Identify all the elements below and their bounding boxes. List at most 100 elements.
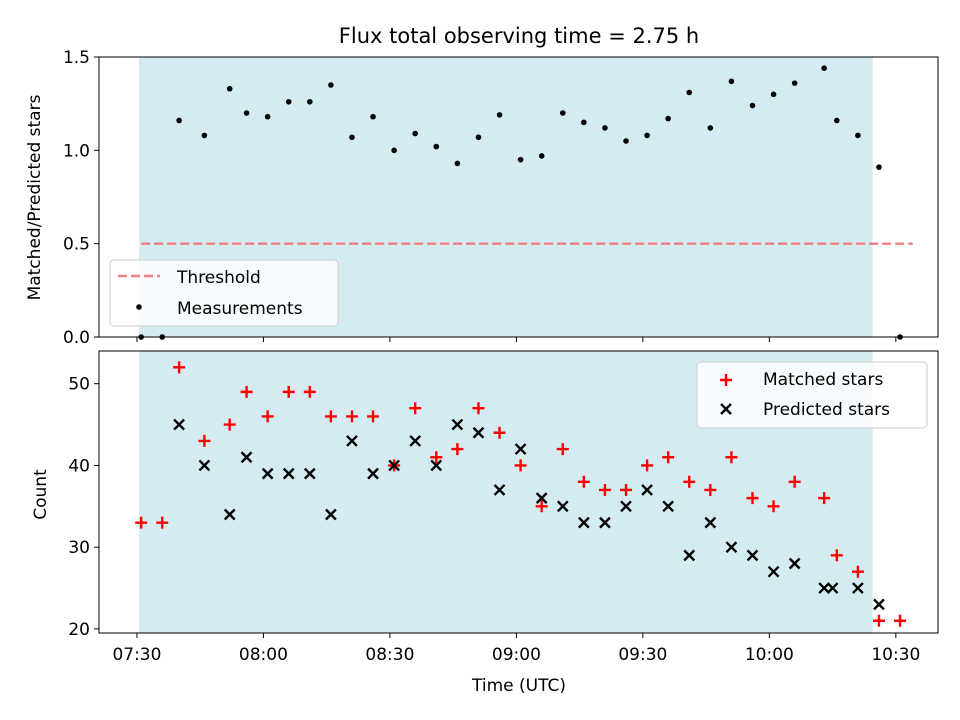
predicted-star-point — [852, 582, 864, 594]
matched-star-point — [598, 483, 611, 496]
measurement-point — [623, 138, 629, 144]
legend-predicted-label: Predicted stars — [763, 400, 890, 420]
bottom-y-axis-label: Count — [31, 469, 51, 520]
measurement-point — [770, 91, 777, 98]
measurement-point — [307, 99, 313, 105]
predicted-star-point — [818, 582, 831, 594]
bottom-y-tick-label: 20 — [68, 620, 90, 640]
predicted-star-point — [346, 435, 358, 447]
predicted-star-point — [683, 549, 696, 562]
matched-star-point — [818, 492, 831, 505]
chart-title: Flux total observing time = 2.75 h — [339, 24, 699, 48]
measurement-point — [686, 89, 693, 96]
measurement-point — [285, 99, 292, 105]
top-y-tick-label: 1.5 — [63, 48, 90, 68]
measurement-point — [791, 80, 798, 86]
matched-star-point — [851, 565, 864, 578]
matched-star-point — [746, 492, 759, 505]
top-y-tick-label: 1.0 — [63, 141, 90, 161]
legend-matched-label: Matched stars — [763, 370, 883, 390]
predicted-star-point — [788, 557, 801, 570]
top-axes-frame — [98, 56, 939, 338]
measurement-point — [226, 85, 233, 92]
bottom-axes-frame — [98, 350, 939, 634]
measurement-point — [328, 82, 334, 88]
matched-star-point — [156, 516, 169, 529]
legend-predicted-swatch — [720, 403, 732, 415]
predicted-star-point — [725, 541, 738, 554]
matched-star-point — [472, 402, 485, 415]
measurement-point — [243, 110, 250, 116]
x-tick-label: 07:30 — [112, 645, 161, 665]
legend-threshold-label: Threshold — [176, 268, 261, 288]
x-tick-label: 09:30 — [618, 645, 667, 665]
predicted-star-point — [514, 443, 527, 455]
measurement-point — [728, 78, 735, 85]
top-legend-box — [109, 259, 339, 327]
predicted-star-point — [641, 484, 653, 496]
matched-star-point — [303, 385, 316, 398]
matched-star-point — [514, 459, 527, 472]
top-y-axis-label: Matched/Predicted stars — [25, 94, 45, 300]
measurement-point — [370, 113, 376, 120]
matched-star-point — [223, 418, 236, 431]
matched-star-point — [788, 475, 801, 488]
matched-star-point — [767, 500, 780, 513]
measurement-point — [538, 153, 545, 159]
predicted-star-point — [746, 549, 759, 562]
x-tick-label: 08:00 — [239, 645, 288, 665]
legend-matched-swatch — [720, 374, 732, 386]
matched-star-point — [240, 385, 253, 398]
measurement-point — [349, 134, 355, 141]
matched-star-point — [704, 483, 717, 496]
measurement-point — [412, 130, 419, 137]
measurement-point — [176, 117, 182, 124]
measurement-point — [559, 110, 566, 116]
predicted-star-point — [472, 426, 485, 439]
predicted-star-point — [662, 500, 675, 513]
matched-star-point — [198, 434, 211, 447]
measurement-point — [581, 119, 587, 126]
matched-star-point — [409, 402, 422, 415]
measurement-point — [644, 132, 650, 139]
matched-star-point — [894, 614, 907, 627]
predicted-star-point — [173, 418, 185, 431]
predicted-star-point — [282, 467, 295, 480]
matched-star-point — [173, 361, 186, 374]
measurement-point — [749, 102, 756, 109]
x-tick-label: 09:00 — [492, 645, 541, 665]
top-legend: Threshold Measurements — [109, 259, 339, 327]
bottom-y-tick-label: 30 — [68, 538, 90, 558]
matched-star-point — [493, 426, 506, 439]
predicted-star-point — [198, 459, 211, 472]
predicted-star-point — [223, 508, 236, 521]
matched-star-point — [662, 451, 675, 464]
predicted-star-point — [767, 565, 780, 578]
predicted-star-point — [325, 508, 337, 521]
matched-star-point — [135, 516, 148, 529]
legend-measurements-swatch — [136, 304, 142, 310]
predicted-star-point — [451, 418, 464, 431]
top-y-tick-label: 0.5 — [63, 235, 90, 255]
matched-star-point — [725, 451, 738, 464]
matched-star-point — [430, 451, 443, 464]
x-tick-label: 08:30 — [365, 645, 414, 665]
predicted-star-point — [599, 516, 611, 529]
measurement-point — [855, 132, 861, 139]
predicted-star-point — [367, 467, 379, 480]
bottom-y-tick-label: 40 — [68, 456, 90, 476]
matched-star-point — [451, 443, 464, 456]
matched-star-point — [641, 459, 654, 472]
measurement-point — [602, 125, 608, 131]
matched-star-point — [282, 385, 295, 398]
matched-star-point — [683, 475, 696, 488]
measurement-point — [876, 164, 882, 170]
bottom-legend-box — [696, 361, 928, 429]
matched-star-point — [535, 500, 548, 513]
matched-star-point — [261, 410, 274, 423]
bottom-y-tick-label: 50 — [68, 375, 90, 395]
measurement-point — [517, 156, 524, 163]
measurement-point — [264, 113, 271, 120]
predicted-star-point — [535, 492, 548, 504]
